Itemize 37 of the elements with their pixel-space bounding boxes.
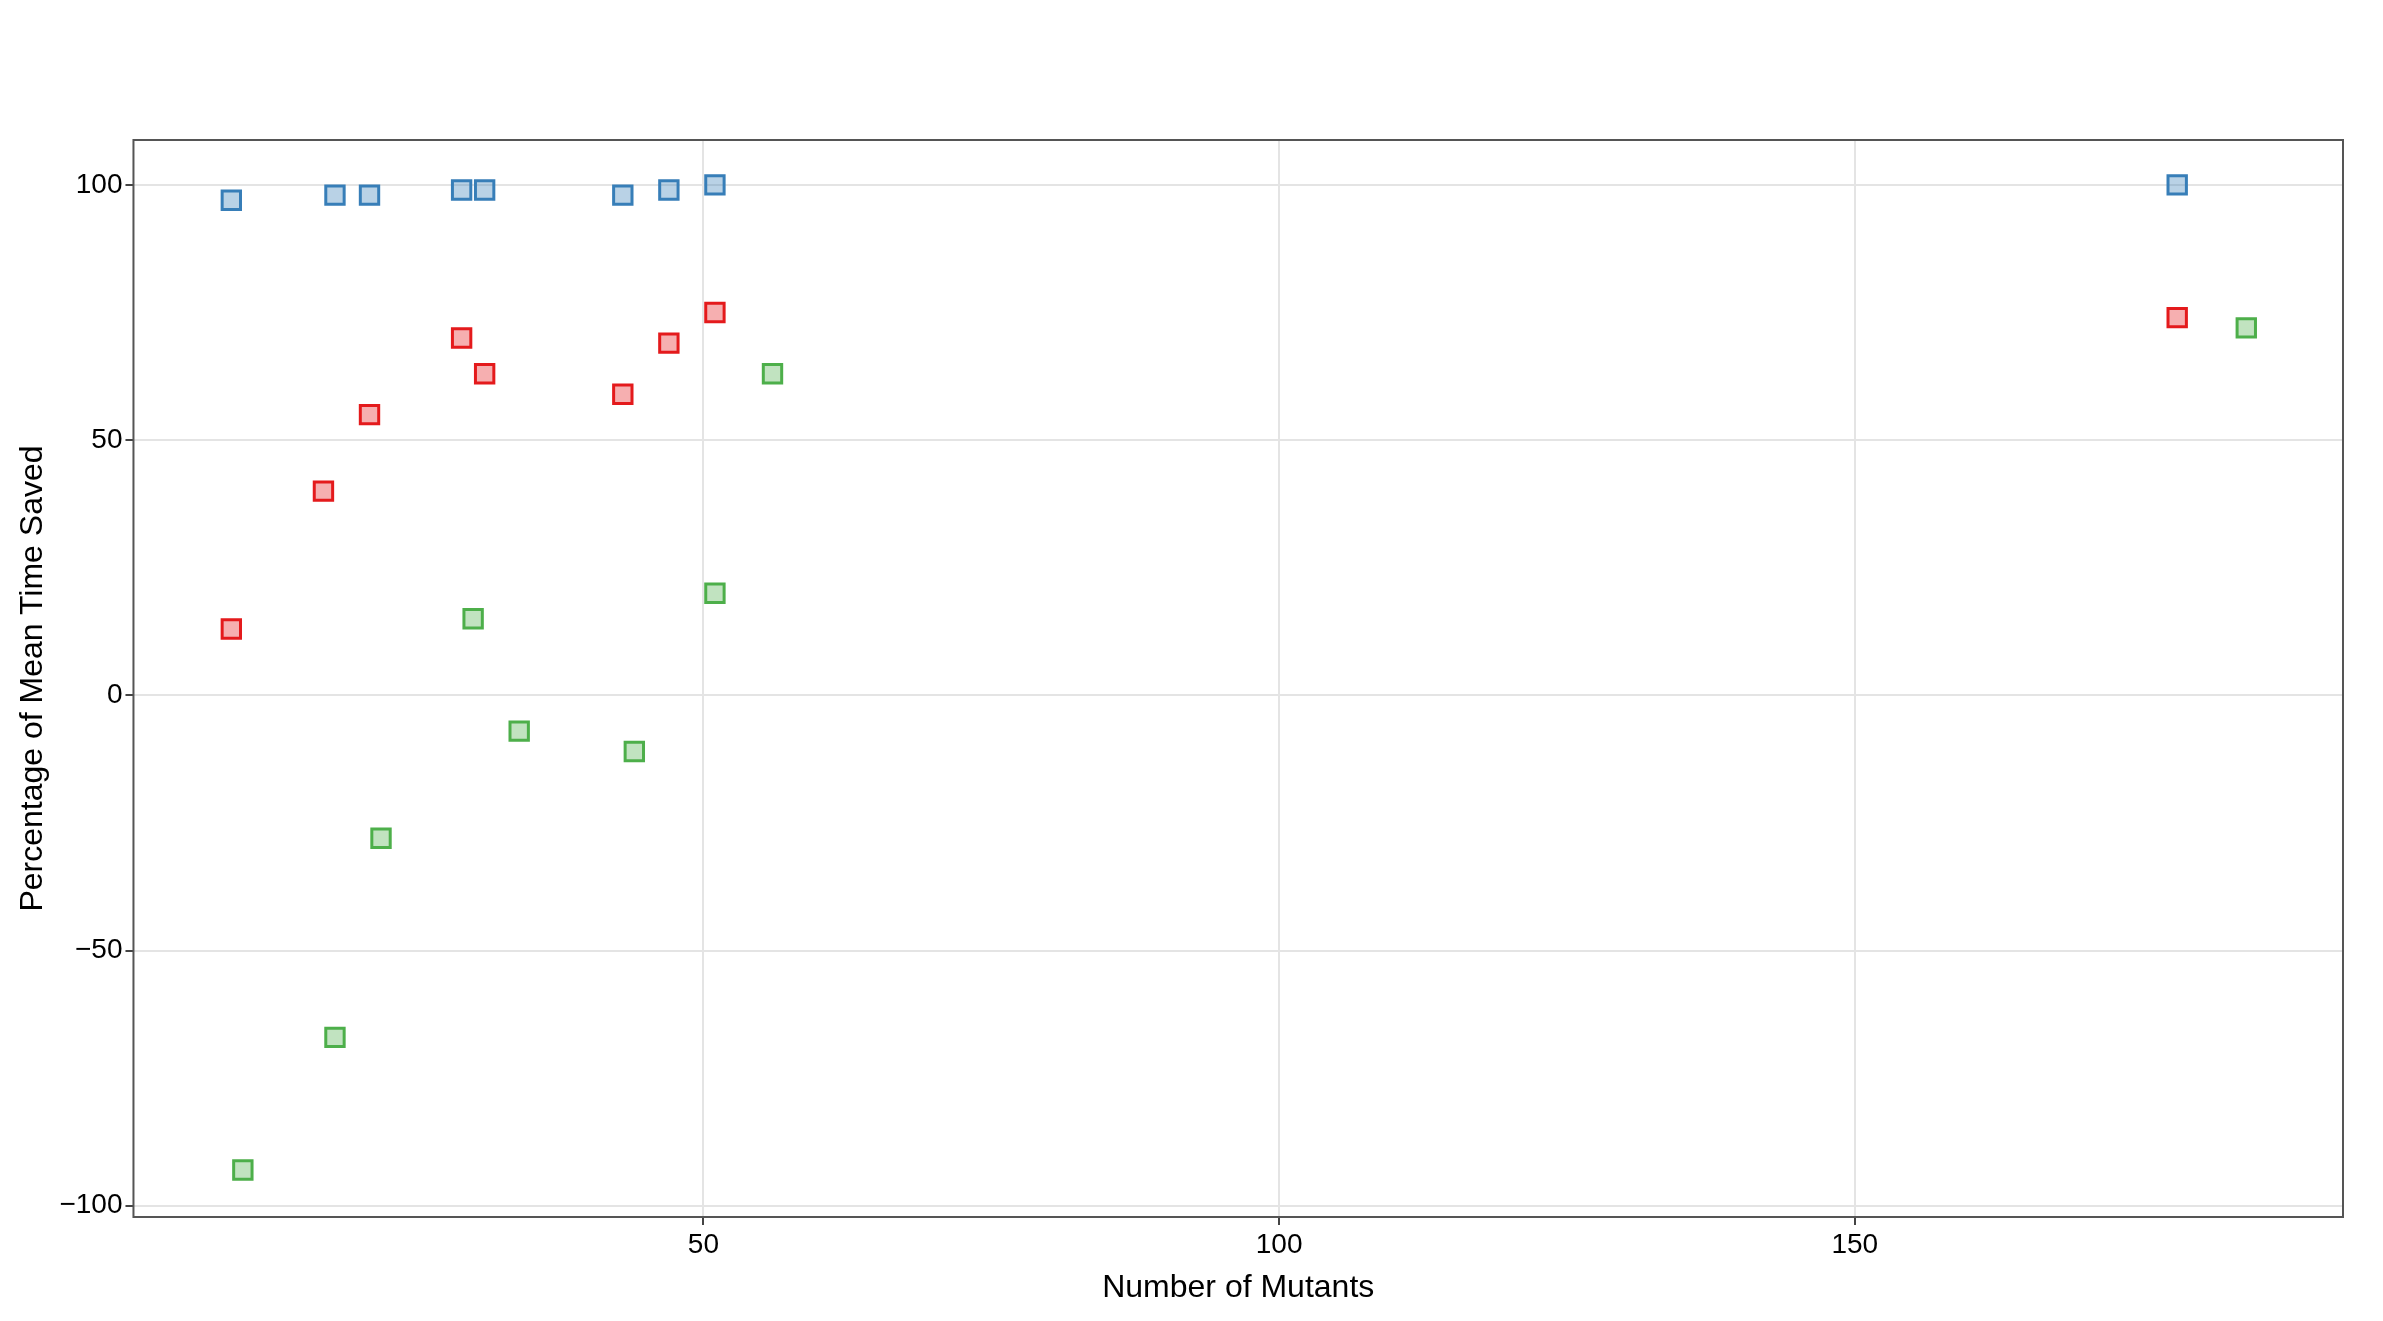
point [473,179,496,201]
x-tick-label: 150 [1831,1227,1879,1259]
point [612,184,634,206]
point [358,184,381,206]
point [450,179,473,201]
point [2235,317,2257,339]
point [370,827,392,849]
point [2166,174,2188,196]
point [658,179,680,201]
point [358,403,381,426]
point [623,740,646,763]
point [508,720,530,742]
x-tick-label: 100 [1255,1227,1303,1259]
y-tick-label: −100 [59,1188,123,1220]
point [704,582,726,604]
point [2166,306,2188,329]
point [761,363,784,385]
point [450,327,473,349]
point [312,480,335,502]
point [220,189,243,211]
y-tick-label: 100 [75,167,123,199]
y-tick-label: 0 [106,678,123,710]
x-axis-title: Number of Mutants [1102,1267,1375,1304]
point [658,332,680,354]
point [473,363,496,385]
y-tick-label: −50 [74,933,123,965]
point [324,184,346,206]
x-tick-label: 50 [687,1227,719,1259]
point [704,174,726,196]
point [324,1026,346,1049]
point [232,1159,254,1181]
y-tick-label: 50 [91,422,123,454]
point [220,618,243,640]
point [704,301,726,324]
point [462,608,484,630]
y-axis-title: Percentage of Mean Time Saved [13,445,50,912]
point [612,383,634,405]
